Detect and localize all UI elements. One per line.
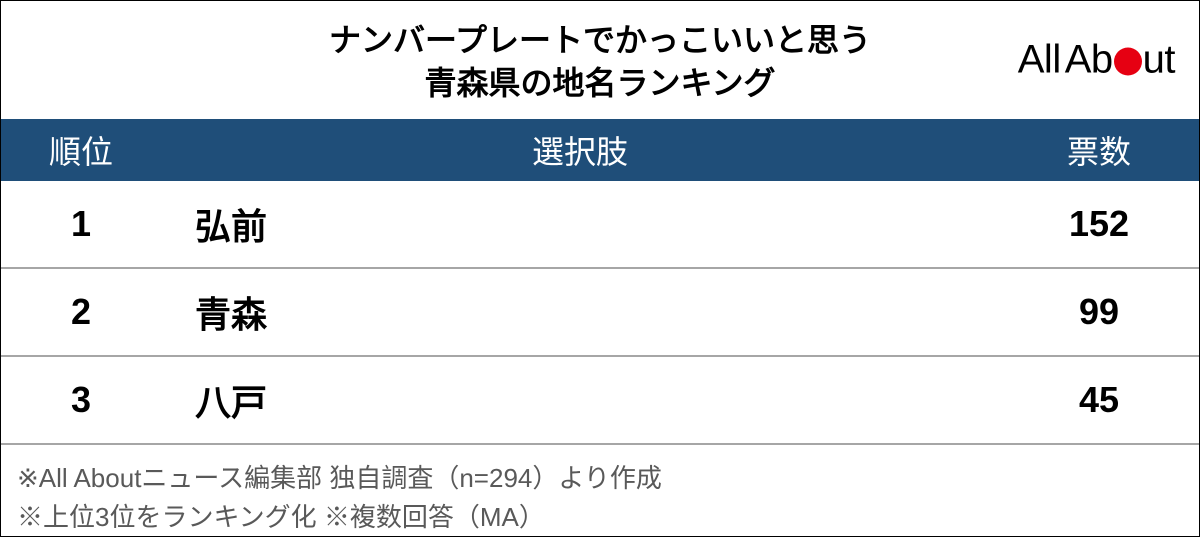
footnote-line-1: ※All Aboutニュース編集部 独自調査（n=294）より作成	[17, 459, 1183, 498]
cell-rank: 3	[1, 379, 161, 421]
col-header-votes: 票数	[999, 127, 1199, 173]
cell-votes: 99	[999, 291, 1199, 333]
table-body: 1 弘前 152 2 青森 99 3 八戸 45	[1, 181, 1199, 445]
logo-text-ut: ut	[1143, 38, 1175, 83]
table-header-row: 順位 選択肢 票数	[1, 119, 1199, 181]
cell-choice: 八戸	[161, 374, 999, 426]
col-header-rank: 順位	[1, 127, 161, 173]
ranking-card: ナンバープレートでかっこいいと思う 青森県の地名ランキング All Ab ut …	[0, 0, 1200, 537]
cell-choice: 青森	[161, 286, 999, 338]
title-line-1: ナンバープレートでかっこいいと思う	[329, 19, 871, 62]
logo-dot-icon	[1114, 48, 1142, 76]
table-row: 3 八戸 45	[1, 357, 1199, 445]
logo-text-all: All	[1018, 38, 1061, 83]
col-header-choice: 選択肢	[161, 127, 999, 173]
allabout-logo: All Ab ut	[1018, 38, 1175, 83]
footnotes: ※All Aboutニュース編集部 独自調査（n=294）より作成 ※上位3位を…	[1, 445, 1199, 537]
footnote-line-2: ※上位3位をランキング化 ※複数回答（MA）	[17, 498, 1183, 537]
table-row: 2 青森 99	[1, 269, 1199, 357]
logo-text-ab: Ab	[1065, 38, 1113, 83]
cell-votes: 45	[999, 379, 1199, 421]
title-block: ナンバープレートでかっこいいと思う 青森県の地名ランキング	[329, 19, 871, 105]
cell-votes: 152	[999, 203, 1199, 245]
title-line-2: 青森県の地名ランキング	[329, 62, 871, 105]
cell-choice: 弘前	[161, 198, 999, 250]
card-header: ナンバープレートでかっこいいと思う 青森県の地名ランキング All Ab ut	[1, 1, 1199, 119]
table-row: 1 弘前 152	[1, 181, 1199, 269]
cell-rank: 2	[1, 291, 161, 333]
cell-rank: 1	[1, 203, 161, 245]
